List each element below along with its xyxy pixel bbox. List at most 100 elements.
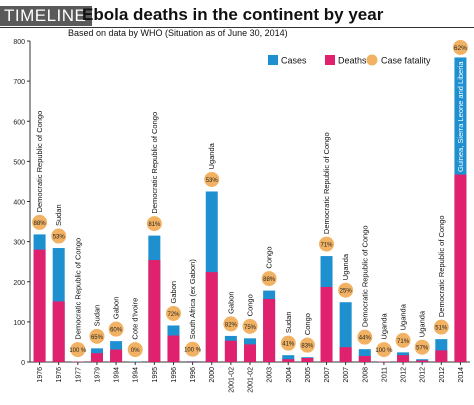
fatality-label: 44%: [359, 336, 372, 342]
fatality-label: 71%: [321, 243, 334, 249]
legend-label-cases: Cases: [281, 56, 307, 66]
chart-labels: 88% Democratic Republic of Congo 53% Sudan 1…: [32, 39, 468, 358]
bar-deaths: [416, 360, 429, 362]
x-tick-label: 2012: [439, 367, 446, 383]
fatality-marker: [357, 329, 373, 345]
fatality-marker: [319, 236, 335, 252]
country-label: Congo: [265, 246, 274, 268]
header-divider: [0, 27, 474, 28]
country-label: Democratic Republic of Congo: [437, 215, 446, 317]
x-tick-label: 2001-02: [228, 367, 235, 393]
x-tick-label: 2003: [267, 367, 274, 383]
fatality-marker: [32, 214, 48, 230]
x-tick-label: 2005: [305, 367, 312, 383]
x-tick-label: 2001-02: [248, 367, 255, 393]
fatality-label: 0%: [131, 348, 140, 354]
fatality-label: 60%: [110, 328, 123, 334]
y-tick-label: 400: [13, 200, 25, 207]
fatality-label: 75%: [244, 325, 257, 331]
x-tick-label: 1976: [56, 367, 63, 383]
bar-deaths: [435, 350, 448, 362]
fatality-marker: [108, 321, 124, 337]
x-tick-label: 1994: [133, 367, 140, 383]
fatality-marker: [433, 319, 449, 335]
fatality-label: 100 %: [375, 348, 393, 354]
fatality-label: 72%: [167, 312, 180, 318]
fatality-marker: [204, 171, 220, 187]
bar-deaths: [358, 355, 371, 362]
country-label: Gabon: [226, 291, 235, 314]
country-label: Democratic Republic of Congo: [322, 132, 331, 234]
country-label: Guinea, Sierra Leone and Liberia: [456, 61, 465, 172]
country-label: Uganda: [399, 303, 408, 330]
bar-deaths: [167, 335, 180, 362]
x-tick-label: 2011: [381, 367, 388, 382]
chart-subtitle: Based on data by WHO (Situation as of Ju…: [68, 28, 288, 38]
fatality-label: 62%: [454, 45, 467, 52]
fatality-label: 41%: [282, 342, 295, 348]
country-label: Democratic Republic of Congo: [73, 238, 82, 340]
fatality-label: 57%: [416, 346, 429, 352]
fatality-marker: [299, 337, 315, 353]
fatality-label: 25%: [340, 289, 353, 295]
country-label: Uganda: [418, 310, 427, 337]
x-tick-label: 1976: [37, 367, 44, 383]
x-tick-label: 2008: [362, 367, 369, 383]
y-tick-label: 700: [13, 79, 25, 86]
bar-cases: [282, 355, 295, 362]
country-label: Democratic Republic of Congo: [35, 111, 44, 213]
country-label: Sudan: [92, 305, 101, 327]
bar-deaths: [205, 272, 218, 362]
country-label: Democratic Republic of Congo: [360, 225, 369, 327]
x-tick-label: 2004: [286, 367, 293, 383]
fatality-label: 65%: [91, 335, 104, 341]
fatality-marker: [242, 318, 258, 334]
x-tick-label: 1996: [171, 367, 178, 383]
x-tick-label: 2000: [209, 367, 216, 383]
fatality-label: 88%: [263, 277, 276, 283]
x-tick-label: 1994: [114, 367, 121, 383]
bar-deaths: [90, 353, 103, 362]
fatality-label: 51%: [435, 326, 448, 332]
x-tick-label: 2007: [343, 367, 350, 383]
fatality-marker: [185, 341, 201, 357]
legend-swatch-deaths: [325, 55, 335, 65]
chart-bars: [33, 57, 467, 363]
fatality-label: 100 %: [184, 348, 202, 354]
country-label: Uganda: [341, 253, 350, 280]
y-tick-label: 500: [13, 159, 25, 166]
fatality-marker: [165, 305, 181, 321]
country-label: Congo: [246, 294, 255, 316]
fatality-marker: [146, 216, 162, 232]
fatality-label: 82%: [225, 322, 238, 328]
x-tick-label: 2007: [324, 367, 331, 383]
bar-deaths: [301, 357, 314, 362]
y-tick-label: 200: [13, 280, 25, 287]
x-tick-label: 1977: [75, 367, 82, 383]
country-label: Cote d'Ivoire: [131, 298, 140, 340]
fatality-label: 88%: [34, 221, 47, 227]
y-tick-label: 800: [13, 39, 25, 46]
fatality-marker: [89, 328, 105, 344]
bar-deaths: [33, 249, 46, 362]
fatality-marker: [376, 342, 392, 358]
bar-deaths: [224, 340, 237, 362]
y-tick-label: 0: [21, 360, 25, 367]
legend-swatch-cases: [268, 55, 278, 65]
chart-title: Ebola deaths in the continent by year: [82, 5, 384, 24]
country-label: Gabon: [169, 281, 178, 304]
x-tick-label: 1979: [94, 367, 101, 383]
bar-deaths: [397, 355, 410, 362]
fatality-marker: [338, 282, 354, 298]
fatality-label: 71%: [397, 339, 410, 345]
timeline-tag: TIMELINE: [0, 6, 93, 26]
bar-deaths: [339, 347, 352, 362]
chart-legend: Cases Deaths Case fatality: [268, 54, 431, 66]
x-tick-label: 1995: [152, 367, 159, 383]
x-tick-label: 2012: [401, 367, 408, 383]
bar-deaths: [52, 301, 65, 362]
legend-label-deaths: Deaths: [338, 56, 367, 66]
bar-deaths: [263, 299, 276, 362]
chart-axes: 0 100 200 300 400 500 600 700 800 1976 1976 1977 197…: [13, 39, 470, 393]
